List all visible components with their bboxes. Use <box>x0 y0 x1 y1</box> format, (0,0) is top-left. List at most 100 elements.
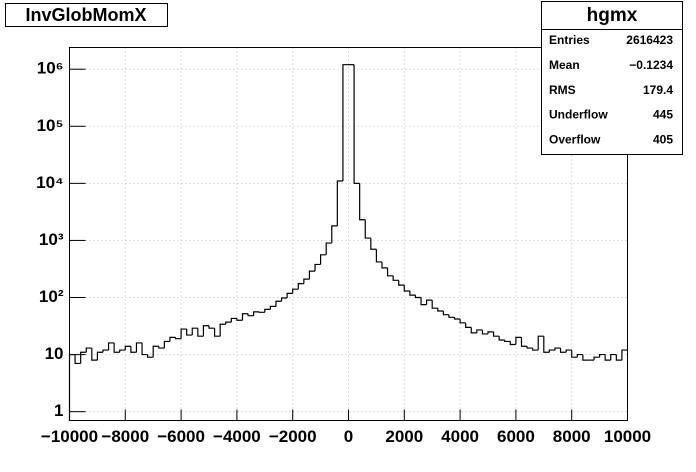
x-tick-label: 0 <box>344 427 353 446</box>
stats-label: Underflow <box>549 108 608 122</box>
histogram-bin <box>381 261 388 269</box>
x-tick-label: −6000 <box>157 427 205 446</box>
y-tick-label: 10⁵ <box>37 116 64 135</box>
stats-value: 445 <box>653 108 673 122</box>
histogram-bin <box>520 337 528 347</box>
histogram-bin <box>431 300 438 309</box>
histogram-bin <box>174 337 182 340</box>
histogram-bin <box>414 295 422 299</box>
histogram-bin <box>230 317 237 323</box>
histogram-bin <box>621 349 628 361</box>
histogram-bin <box>208 325 215 329</box>
histogram-bin <box>119 349 126 353</box>
stats-label: RMS <box>549 83 576 97</box>
histogram-bin <box>576 353 583 358</box>
histogram-bin <box>219 323 226 337</box>
histogram-bin <box>180 328 187 339</box>
histogram-bin <box>342 64 349 181</box>
histogram-bin <box>286 292 293 299</box>
histogram-bin <box>308 270 316 280</box>
histogram-bin <box>280 297 288 302</box>
histogram-bin <box>498 336 505 341</box>
x-tick-label: 8000 <box>553 427 591 446</box>
x-tick-label: 2000 <box>385 427 423 446</box>
histogram-bin <box>370 238 377 250</box>
y-tick-label: 10⁴ <box>36 173 63 192</box>
histogram-bin <box>403 285 410 292</box>
histogram-bin <box>481 329 488 335</box>
histogram-bin <box>398 280 405 286</box>
histogram-bin <box>107 342 115 351</box>
histogram-bin <box>158 346 165 349</box>
histogram-bin <box>102 349 109 353</box>
histogram-bin <box>213 328 221 337</box>
x-tick-label: 6000 <box>497 427 535 446</box>
histogram-bin <box>375 249 382 263</box>
histogram-bin <box>113 342 120 353</box>
histogram-bin <box>163 340 170 349</box>
stats-box <box>541 1 683 155</box>
histogram-bin <box>80 351 87 364</box>
histogram-bin <box>504 340 511 343</box>
histogram-bin <box>615 354 622 361</box>
stats-value: 405 <box>653 132 673 146</box>
histogram-bin <box>610 353 617 361</box>
histogram-bin <box>548 349 555 353</box>
histogram-bin <box>303 278 310 284</box>
histogram-bin <box>386 267 394 277</box>
stats-label: Overflow <box>549 132 601 146</box>
histogram-bin <box>593 356 600 361</box>
y-tick-label: 10⁶ <box>37 59 64 78</box>
histogram-bin <box>74 354 81 365</box>
x-tick-label: −4000 <box>213 427 261 446</box>
histogram-bin <box>186 329 193 336</box>
histogram-bin <box>554 347 561 351</box>
histogram-bin <box>509 341 516 346</box>
histogram-bin <box>275 300 282 307</box>
histogram-bin <box>420 297 427 306</box>
histogram-bin <box>135 342 143 353</box>
histogram-bin <box>147 354 154 358</box>
histogram-bin <box>392 275 399 281</box>
histogram-bin <box>442 311 449 316</box>
x-tick-label: −2000 <box>269 427 317 446</box>
histogram-bin <box>152 345 159 358</box>
histogram-bin <box>269 305 276 310</box>
histogram-bin <box>571 350 578 358</box>
title-box <box>5 3 168 27</box>
histogram-bin <box>85 347 92 353</box>
histogram-bin <box>532 348 539 351</box>
histogram-bin <box>331 225 338 244</box>
x-tick-label: −10000 <box>41 427 98 446</box>
chart-title: InvGlobMomX <box>26 5 147 25</box>
histogram-bin <box>543 336 550 353</box>
frame <box>69 47 628 421</box>
histogram-bin <box>336 180 343 226</box>
histogram-bin <box>130 346 137 353</box>
histogram-bin <box>604 354 611 361</box>
histogram-bin <box>465 322 472 328</box>
histogram-bin <box>476 329 483 333</box>
histogram-bin <box>364 219 371 239</box>
y-tick-label: 1 <box>54 401 63 420</box>
histogram-bin <box>292 288 299 294</box>
x-tick-label: −8000 <box>101 427 149 446</box>
histogram-bin <box>448 314 455 318</box>
histogram-bin <box>526 346 533 349</box>
histogram-bin <box>96 351 103 361</box>
histogram-bin <box>253 311 260 316</box>
histogram-bin <box>169 336 176 342</box>
histogram-bin <box>297 283 304 290</box>
x-tick-label: 4000 <box>441 427 479 446</box>
histogram-bin <box>537 335 544 351</box>
histogram-bin <box>559 348 567 353</box>
histogram-bin <box>515 336 522 345</box>
stats-label: Mean <box>549 58 580 72</box>
histogram-bin <box>459 319 466 324</box>
stats-title: hgmx <box>587 5 638 26</box>
histogram-bin <box>236 318 243 321</box>
stats-value: −0.1234 <box>629 58 673 72</box>
histogram-bin <box>225 321 232 325</box>
histogram-bin <box>241 313 249 321</box>
